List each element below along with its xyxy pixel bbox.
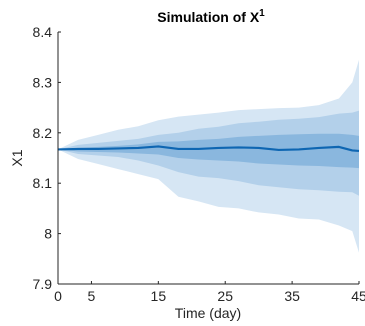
y-tick-label: 8.3 — [33, 74, 53, 90]
y-tick-label: 8.1 — [33, 175, 53, 191]
y-tick-label: 7.9 — [33, 276, 53, 292]
y-tick-label: 8 — [44, 226, 52, 242]
y-axis-label: X1 — [9, 149, 25, 166]
x-tick-label: 15 — [151, 288, 167, 304]
x-tick-label: 35 — [284, 288, 300, 304]
median-line — [57, 145, 360, 153]
median-line-layer — [57, 145, 360, 153]
x-tick-label: 5 — [88, 288, 96, 304]
x-tick-label: 0 — [54, 288, 62, 304]
axes — [57, 32, 359, 285]
chart-title: Simulation of X1 — [157, 8, 265, 25]
y-tick-label: 8.4 — [33, 24, 53, 40]
confidence-bands — [58, 59, 359, 253]
x-ticks: 0 5 15 25 35 45 — [54, 281, 365, 304]
inner-band — [58, 133, 359, 169]
y-tick-label: 8.2 — [33, 125, 53, 141]
x-tick-label: 25 — [217, 288, 233, 304]
y-ticks: 7.9 8 8.1 8.2 8.3 8.4 — [33, 24, 61, 292]
x-tick-label: 45 — [351, 288, 365, 304]
x-axis-label: Time (day) — [175, 305, 241, 321]
